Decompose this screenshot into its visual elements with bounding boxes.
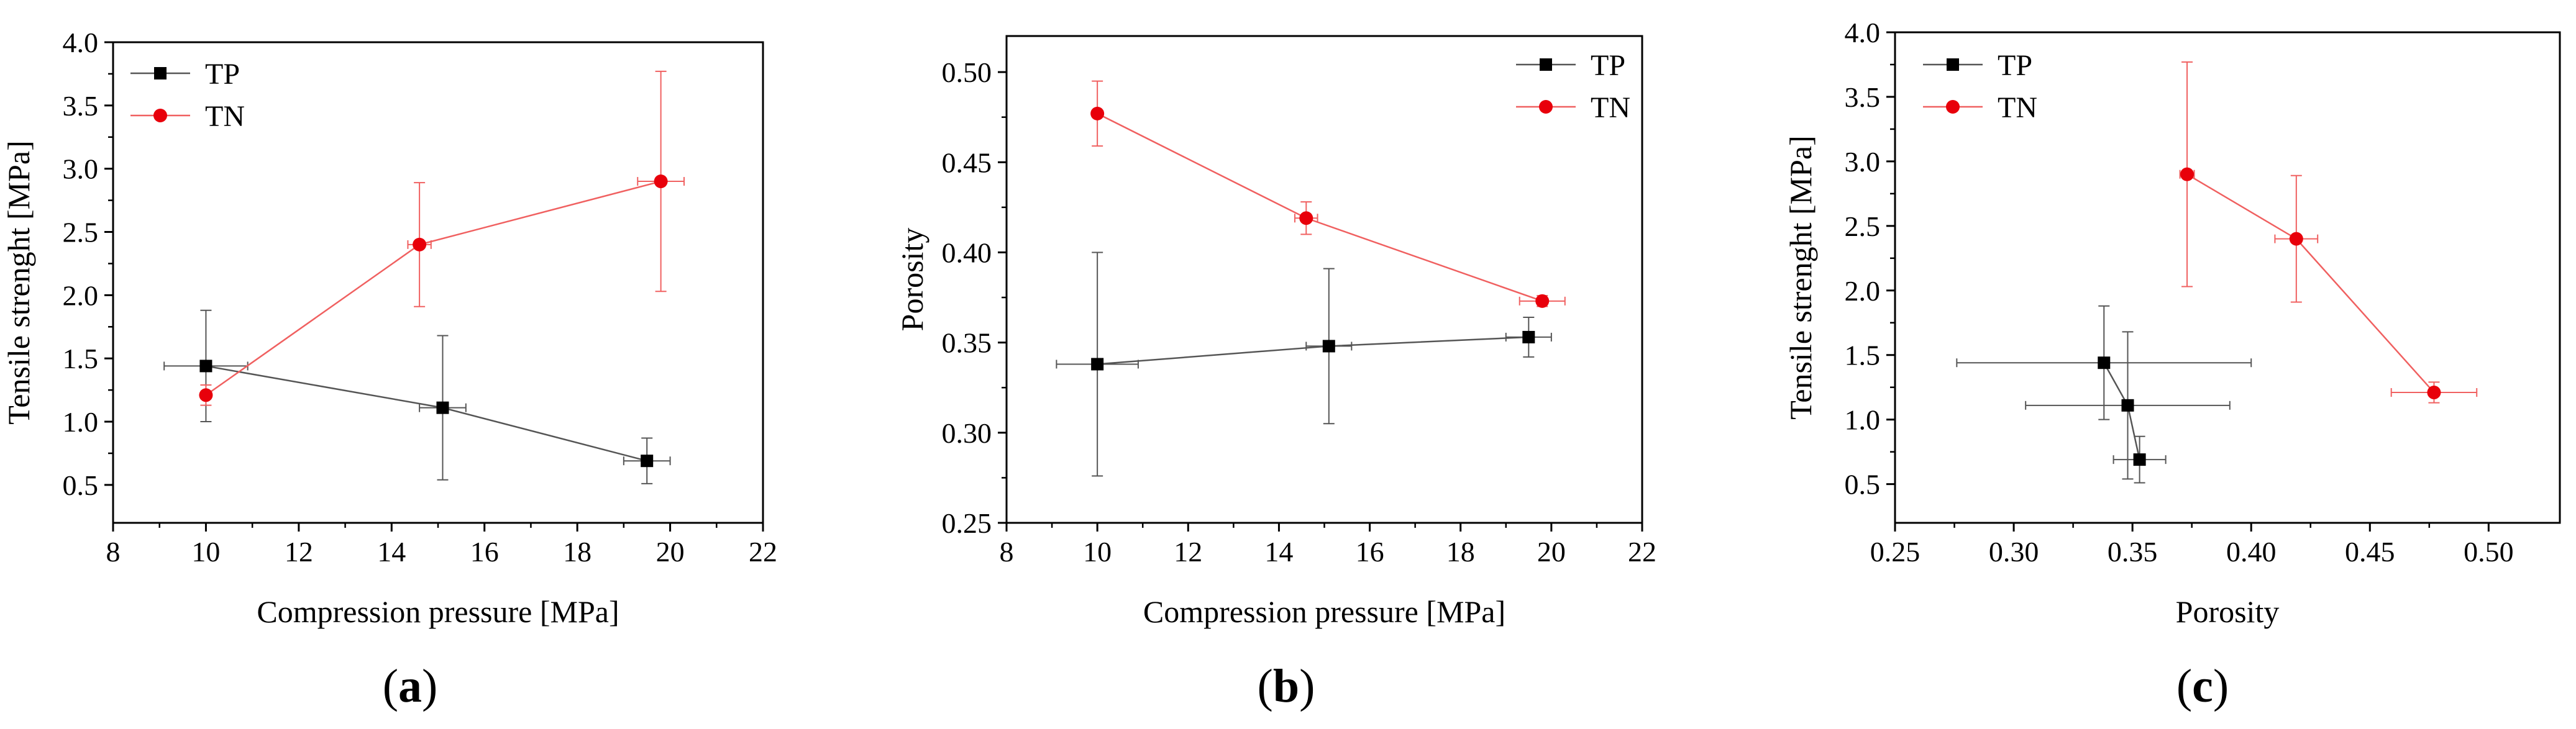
x-tick-label: 18 — [563, 536, 591, 568]
x-tick-label: 0.25 — [1870, 536, 1921, 568]
x-tick-label: 20 — [1537, 536, 1566, 568]
x-axis-title: Compression pressure [MPa] — [257, 594, 619, 629]
y-tick-label: 1.0 — [63, 406, 99, 438]
data-point — [199, 360, 212, 373]
y-tick-label: 4.0 — [63, 27, 99, 58]
x-tick-label: 22 — [1628, 536, 1656, 568]
panel-label: (a) — [383, 660, 438, 712]
x-tick-label: 10 — [191, 536, 220, 568]
x-tick-label: 0.35 — [2108, 536, 2158, 568]
data-point — [2180, 167, 2195, 181]
series-tp — [1056, 251, 1552, 477]
series-tn — [2179, 61, 2478, 404]
series-tn — [199, 70, 685, 406]
legend-marker — [1539, 100, 1553, 114]
series-tn — [1090, 80, 1566, 308]
x-tick-label: 0.50 — [2464, 536, 2514, 568]
y-tick-label: 0.5 — [1845, 469, 1881, 500]
legend-label: TP — [1591, 49, 1625, 82]
y-tick-label: 0.35 — [942, 327, 992, 359]
y-tick-label: 4.0 — [1845, 17, 1881, 48]
legend-label: TN — [205, 100, 245, 133]
series-tp — [163, 309, 671, 484]
legend-label: TP — [205, 58, 240, 91]
x-tick-label: 12 — [285, 536, 313, 568]
series-tp — [1956, 305, 2252, 484]
x-tick-label: 14 — [1264, 536, 1293, 568]
y-axis-title: Tensile strenght [MPa] — [1, 140, 36, 425]
y-tick-label: 0.30 — [942, 417, 992, 449]
x-tick-label: 22 — [749, 536, 777, 568]
data-point — [1091, 358, 1104, 371]
y-tick-label: 3.0 — [1845, 146, 1881, 178]
legend-marker — [153, 109, 167, 122]
y-tick-label: 0.40 — [942, 237, 992, 268]
legend-label: TN — [1591, 91, 1630, 124]
x-tick-label: 10 — [1083, 536, 1112, 568]
legend: TP TN — [1923, 49, 2037, 124]
plot-frame — [1894, 31, 2561, 524]
x-tick-label: 0.30 — [1989, 536, 2039, 568]
data-point — [436, 401, 449, 414]
panel-label: (c) — [2176, 660, 2229, 712]
x-axis-title: Compression pressure [MPa] — [1143, 594, 1505, 629]
y-tick-label: 1.5 — [63, 343, 99, 374]
y-tick-label: 3.5 — [1845, 81, 1881, 113]
panel-label: (b) — [1258, 660, 1315, 712]
data-point — [199, 388, 213, 402]
x-tick-label: 8 — [1000, 536, 1014, 568]
data-point — [1535, 294, 1550, 308]
y-tick-label: 0.25 — [942, 507, 992, 539]
chart-panel-c: 0.25 0.30 0.35 0.40 0.45 0.50 0.5 1.0 1.5 2.0 2.5 3… — [1783, 17, 2561, 712]
y-tick-label: 3.0 — [63, 153, 99, 185]
x-tick-label: 0.40 — [2226, 536, 2277, 568]
data-point — [2289, 232, 2303, 246]
data-point — [641, 455, 654, 468]
x-tick-label: 16 — [1356, 536, 1384, 568]
y-tick-label: 2.5 — [63, 217, 99, 248]
y-tick-label: 3.5 — [63, 90, 99, 122]
y-axis-title: Porosity — [895, 228, 929, 332]
x-tick-label: 14 — [377, 536, 406, 568]
legend-marker — [1540, 58, 1552, 71]
data-point — [413, 237, 427, 251]
x-tick-label: 8 — [106, 536, 121, 568]
data-point — [2121, 399, 2134, 412]
x-axis-title: Porosity — [2176, 594, 2280, 629]
x-tick-label: 18 — [1446, 536, 1475, 568]
legend: TP TN — [130, 58, 245, 133]
y-tick-label: 2.0 — [1845, 275, 1881, 307]
legend-marker — [154, 67, 167, 79]
legend-marker — [1946, 100, 1960, 114]
legend-marker — [1947, 58, 1959, 71]
x-tick-label: 16 — [470, 536, 499, 568]
data-point — [1090, 106, 1105, 120]
y-tick-label: 0.5 — [63, 469, 99, 501]
data-point — [1522, 330, 1535, 343]
y-axis-title: Tensile strenght [MPa] — [1783, 135, 1818, 420]
y-tick-label: 1.5 — [1845, 340, 1881, 371]
data-point — [2133, 453, 2146, 466]
chart-panel-b: 8 10 12 14 16 18 20 22 0.25 0.30 0.35 0.40 0.45 0.50 C… — [895, 35, 1656, 712]
chart-panel-a: 8 10 12 14 16 18 20 22 0.5 1.0 1.5 2.0 2.5 3.0 3.5 4.0 C… — [1, 27, 777, 712]
data-point — [654, 174, 668, 189]
legend-label: TN — [1998, 91, 2037, 124]
y-tick-label: 2.5 — [1845, 211, 1881, 242]
legend: TP TN — [1516, 49, 1630, 124]
y-tick-label: 1.0 — [1845, 404, 1881, 436]
y-tick-label: 0.45 — [942, 147, 992, 178]
y-tick-label: 0.50 — [942, 57, 992, 88]
y-tick-label: 2.0 — [63, 279, 99, 311]
legend-label: TP — [1998, 49, 2032, 82]
x-tick-label: 20 — [656, 536, 685, 568]
data-point — [1322, 340, 1335, 353]
data-point — [1299, 211, 1313, 225]
data-point — [2098, 356, 2111, 369]
data-point — [2427, 386, 2441, 400]
x-tick-label: 0.45 — [2345, 536, 2395, 568]
x-tick-label: 12 — [1174, 536, 1202, 568]
